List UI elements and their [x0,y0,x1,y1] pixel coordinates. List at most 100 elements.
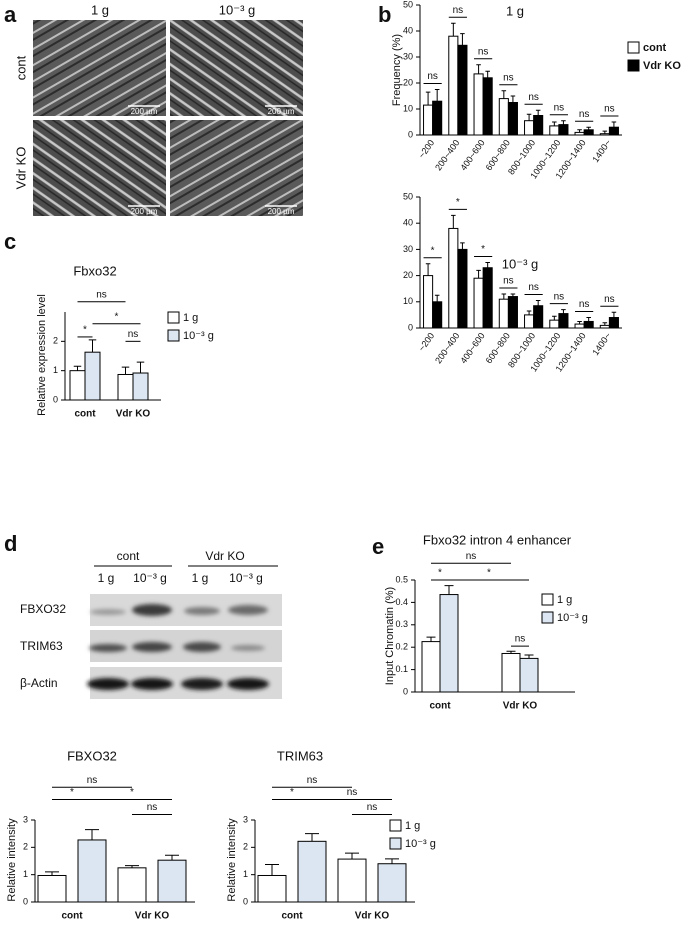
legend-swatch [389,837,402,850]
lane-label: 1 g [98,571,115,585]
y-tick-label: 10 [403,103,413,113]
bar [132,372,149,401]
legend-swatch [167,311,180,324]
micrograph [33,20,166,116]
error-bar [425,91,431,106]
legend-label: 1 g [405,820,420,832]
bar [599,324,610,329]
chart-title: 10⁻³ g [502,256,539,271]
bar [257,874,287,903]
x-tick-label: 400~600 [458,138,486,173]
significance-label: * [487,568,491,579]
micrograph [170,20,303,116]
legend-swatch [389,819,402,832]
y-tick-label: 0 [243,896,248,906]
bar [599,133,610,136]
error-bar [510,293,516,297]
bar [574,323,585,329]
scale-label: 200 µm [268,107,295,116]
x-tick-label: Vdr KO [116,409,151,420]
x-tick-label: Vdr KO [355,911,390,922]
error-bar [165,854,179,861]
bar [501,652,521,693]
panel-letter: d [4,531,17,556]
scale-label: 200 µm [131,107,158,116]
error-bar [552,121,557,126]
x-tick-label: cont [281,911,303,922]
bar [439,594,459,693]
bar [549,125,560,136]
error-bar [602,322,608,326]
significance-label: ns [515,634,526,645]
y-tick-label: 0 [403,686,408,696]
significance-label: ns [87,775,98,786]
error-bar [73,365,82,371]
x-tick-label: cont [74,409,96,420]
significance-label: * [70,787,74,798]
significance-label: ns [466,551,477,562]
bar [549,319,560,329]
legend-label: 10⁻³ g [183,330,214,342]
bar [37,874,67,903]
error-bar [444,585,454,595]
x-tick-label: Vdr KO [135,911,170,922]
x-tick-label: ~200 [416,331,436,353]
error-bar [561,120,566,125]
lane-label: 1 g [192,571,209,585]
significance-label: ns [579,299,590,310]
x-tick-label: 1400~ [590,331,613,357]
blot-bands [87,604,269,690]
error-bar [136,361,145,374]
bar [423,104,434,136]
significance-label: ns [96,289,107,300]
scale-label: 200 µm [268,207,295,216]
bar [507,296,518,329]
bar [524,314,535,329]
y-tick-label: 30 [403,244,413,254]
legend-swatch [167,329,180,342]
legend-label: 10⁻³ g [557,612,588,624]
scale-label: 200 µm [131,207,158,216]
error-bar [88,339,97,353]
error-bar [451,22,456,37]
significance-label: * [290,787,294,798]
error-bar [434,89,440,102]
bar [473,73,484,136]
significance-label: ns [128,329,139,340]
error-bar [121,366,130,375]
y-tick-label: 50 [403,191,413,201]
y-axis-label: Input Chromatin (%) [384,587,396,685]
protein-label: β-Actin [20,676,58,690]
y-tick-label: 2 [53,336,58,346]
error-bar [561,309,566,314]
bar [448,227,459,329]
column-label: 1 g [91,2,109,17]
error-bar [501,90,507,99]
significance-label: * [438,568,442,579]
error-bar [586,126,591,130]
error-bar [586,317,591,322]
chart-title: TRIM63 [277,748,323,763]
significance-label: ns [367,802,378,813]
legend-swatch [627,59,640,72]
row-label: Vdr KO [13,147,28,190]
chart-title: 1 g [506,3,524,18]
error-bar [460,33,465,46]
legend-label: Vdr KO [643,60,681,72]
error-bar [535,299,541,306]
significance-label: ns [347,787,358,798]
error-bar [611,121,617,128]
error-bar [265,864,279,876]
bar [498,298,509,329]
significance-label: * [481,244,485,255]
panel-letter: e [372,534,384,559]
chart-title: Fbxo32 intron 4 enhancer [423,532,572,547]
legend-swatch [541,593,554,606]
y-tick-label: 2 [243,842,248,852]
error-bar [345,852,359,860]
significance-label: * [456,197,460,208]
significance-label: ns [453,5,464,16]
error-bar [577,320,582,325]
y-tick-label: 1 [53,365,58,375]
bar [457,44,468,136]
